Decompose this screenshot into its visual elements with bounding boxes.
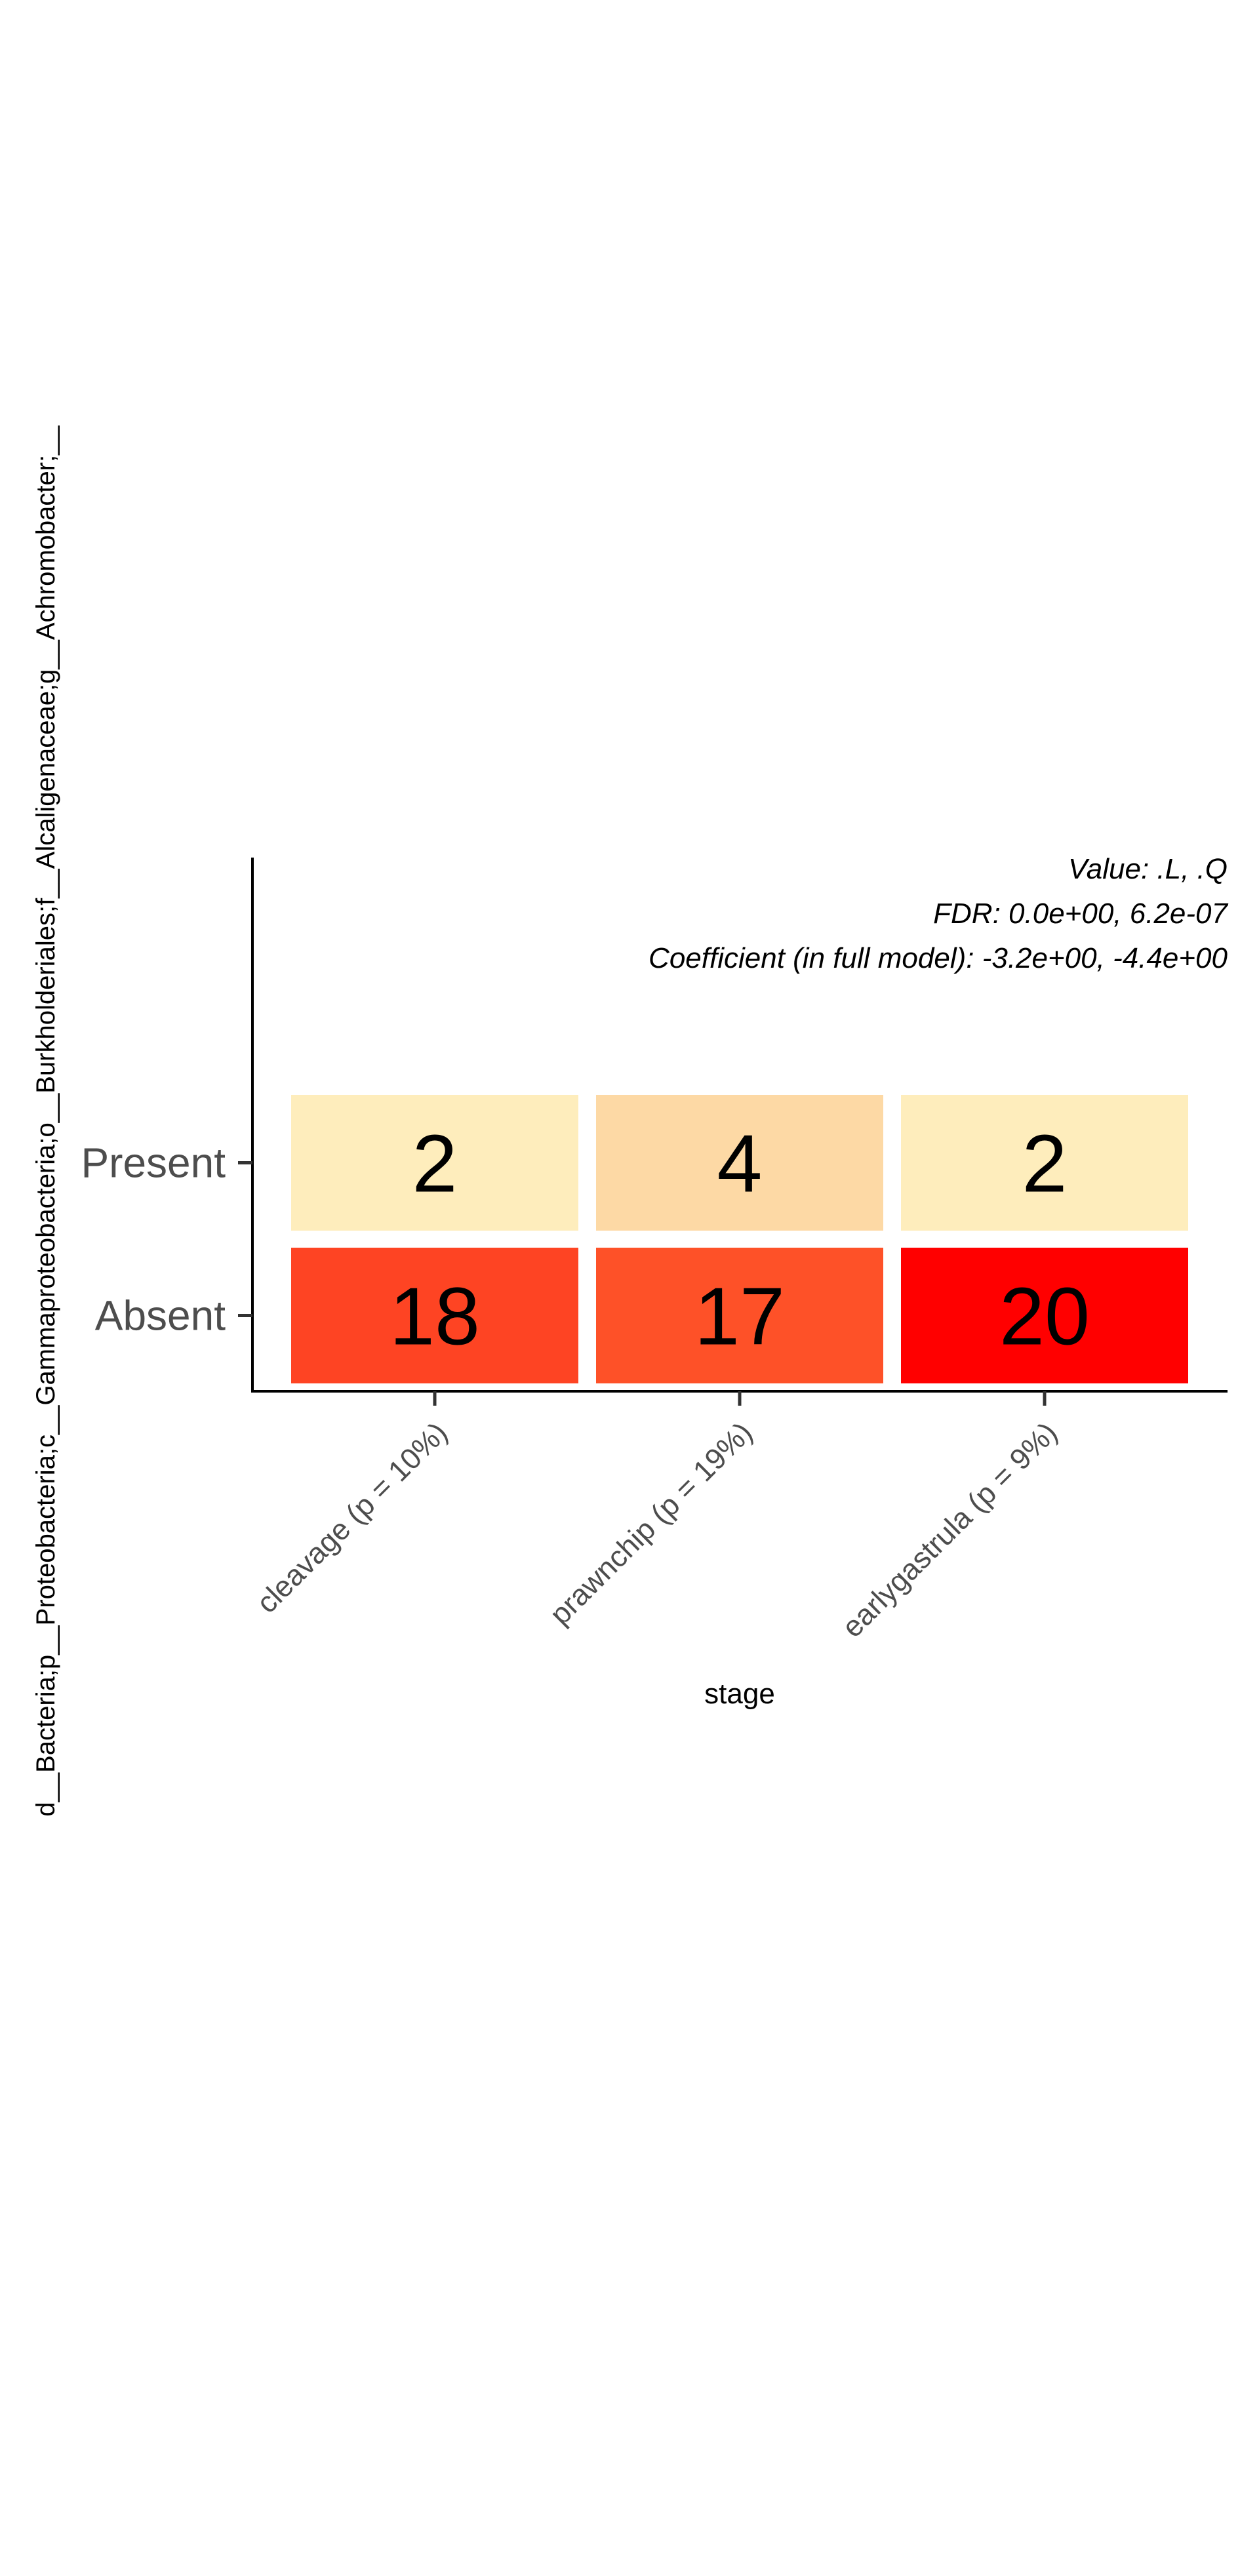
heatmap-cells: 2 4 2 18 17 20	[291, 1095, 1188, 1383]
heatmap-cell	[901, 1248, 1188, 1383]
y-tick-label: Present	[81, 1139, 226, 1187]
heatmap-cell	[291, 1248, 578, 1383]
annotation-line: Value: .L, .Q	[1068, 853, 1228, 885]
x-tick-label: earlygastrula (p = 9%)	[835, 1416, 1064, 1644]
cell-value-label: 20	[999, 1272, 1090, 1362]
heatmap-cell	[291, 1095, 578, 1231]
y-axis-title: d__Bacteria;p__Proteobacteria;c__Gammapr…	[31, 426, 60, 1817]
annotation-line: FDR: 0.0e+00, 6.2e-07	[933, 898, 1228, 930]
cell-value-label: 18	[390, 1272, 480, 1362]
x-tick-label: cleavage (p = 10%)	[250, 1416, 454, 1619]
x-ticks: cleavage (p = 10%) prawnchip (p = 19%) ear…	[250, 1391, 1064, 1644]
x-tick-label: prawnchip (p = 19%)	[543, 1416, 759, 1631]
heatmap-cell	[596, 1248, 883, 1383]
heatmap-cell	[901, 1095, 1188, 1231]
x-axis-title: stage	[704, 1678, 775, 1710]
y-ticks: Present Absent	[81, 1139, 252, 1339]
cell-value-label: 2	[412, 1119, 458, 1210]
annotation-line: Coefficient (in full model): -3.2e+00, -…	[649, 942, 1228, 974]
cell-value-label: 4	[717, 1119, 763, 1210]
cell-value-label: 17	[694, 1272, 785, 1362]
cell-value-label: 2	[1022, 1119, 1068, 1210]
heatmap-cell	[596, 1095, 883, 1231]
y-tick-label: Absent	[95, 1292, 226, 1339]
annotation-group: Value: .L, .Q FDR: 0.0e+00, 6.2e-07 Coeffi…	[649, 853, 1228, 974]
